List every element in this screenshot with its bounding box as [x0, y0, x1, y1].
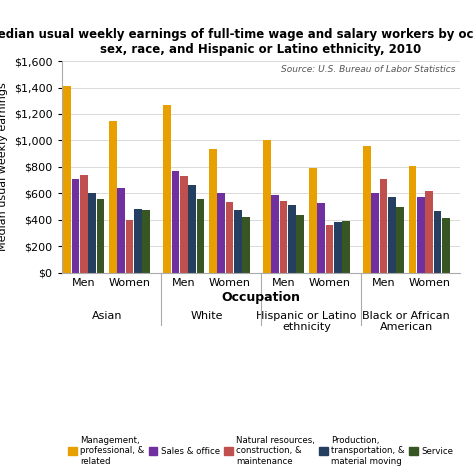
Bar — [417, 196, 425, 273]
Bar — [409, 165, 417, 273]
Bar — [209, 149, 217, 273]
Bar — [88, 193, 96, 273]
Bar — [218, 193, 225, 273]
Bar — [72, 179, 79, 273]
Bar — [380, 180, 387, 273]
Bar — [317, 203, 325, 273]
Text: Asian: Asian — [91, 311, 122, 321]
Bar — [396, 206, 404, 273]
Bar — [64, 86, 71, 273]
Text: Black or African
American: Black or African American — [363, 311, 450, 332]
Bar — [309, 167, 317, 273]
Bar — [326, 225, 333, 273]
Bar — [434, 211, 441, 273]
Bar — [442, 218, 450, 273]
Bar — [142, 211, 150, 273]
Bar — [226, 202, 233, 273]
Text: White: White — [191, 311, 223, 321]
Bar — [109, 121, 117, 273]
Legend: Management,
professional, &
related, Sales & office, Natural resources,
construc: Management, professional, & related, Sal… — [68, 436, 453, 466]
Bar — [234, 211, 242, 273]
Text: Occupation: Occupation — [221, 291, 300, 305]
Bar — [118, 188, 125, 273]
Bar — [288, 205, 296, 273]
Bar — [172, 172, 179, 273]
Bar — [296, 215, 304, 273]
Text: Hispanic or Latino
ethnicity: Hispanic or Latino ethnicity — [256, 311, 356, 332]
Bar — [388, 196, 396, 273]
Bar — [163, 105, 171, 273]
Bar — [280, 201, 287, 273]
Bar — [97, 199, 104, 273]
Bar — [371, 193, 379, 273]
Bar — [426, 191, 433, 273]
Bar — [180, 176, 188, 273]
Text: Source: U.S. Bureau of Labor Statistics: Source: U.S. Bureau of Labor Statistics — [281, 65, 456, 74]
Bar — [334, 222, 341, 273]
Bar — [342, 221, 350, 273]
Bar — [197, 198, 204, 273]
Bar — [188, 185, 196, 273]
Y-axis label: Median usual weekly earnings: Median usual weekly earnings — [0, 82, 9, 251]
Bar — [242, 217, 250, 273]
Bar — [80, 175, 88, 273]
Bar — [363, 146, 371, 273]
Bar — [263, 140, 271, 273]
Title: Median usual weekly earnings of full-time wage and salary workers by occupation,: Median usual weekly earnings of full-tim… — [0, 28, 474, 56]
Bar — [126, 220, 133, 273]
Bar — [134, 209, 142, 273]
Bar — [272, 195, 279, 273]
